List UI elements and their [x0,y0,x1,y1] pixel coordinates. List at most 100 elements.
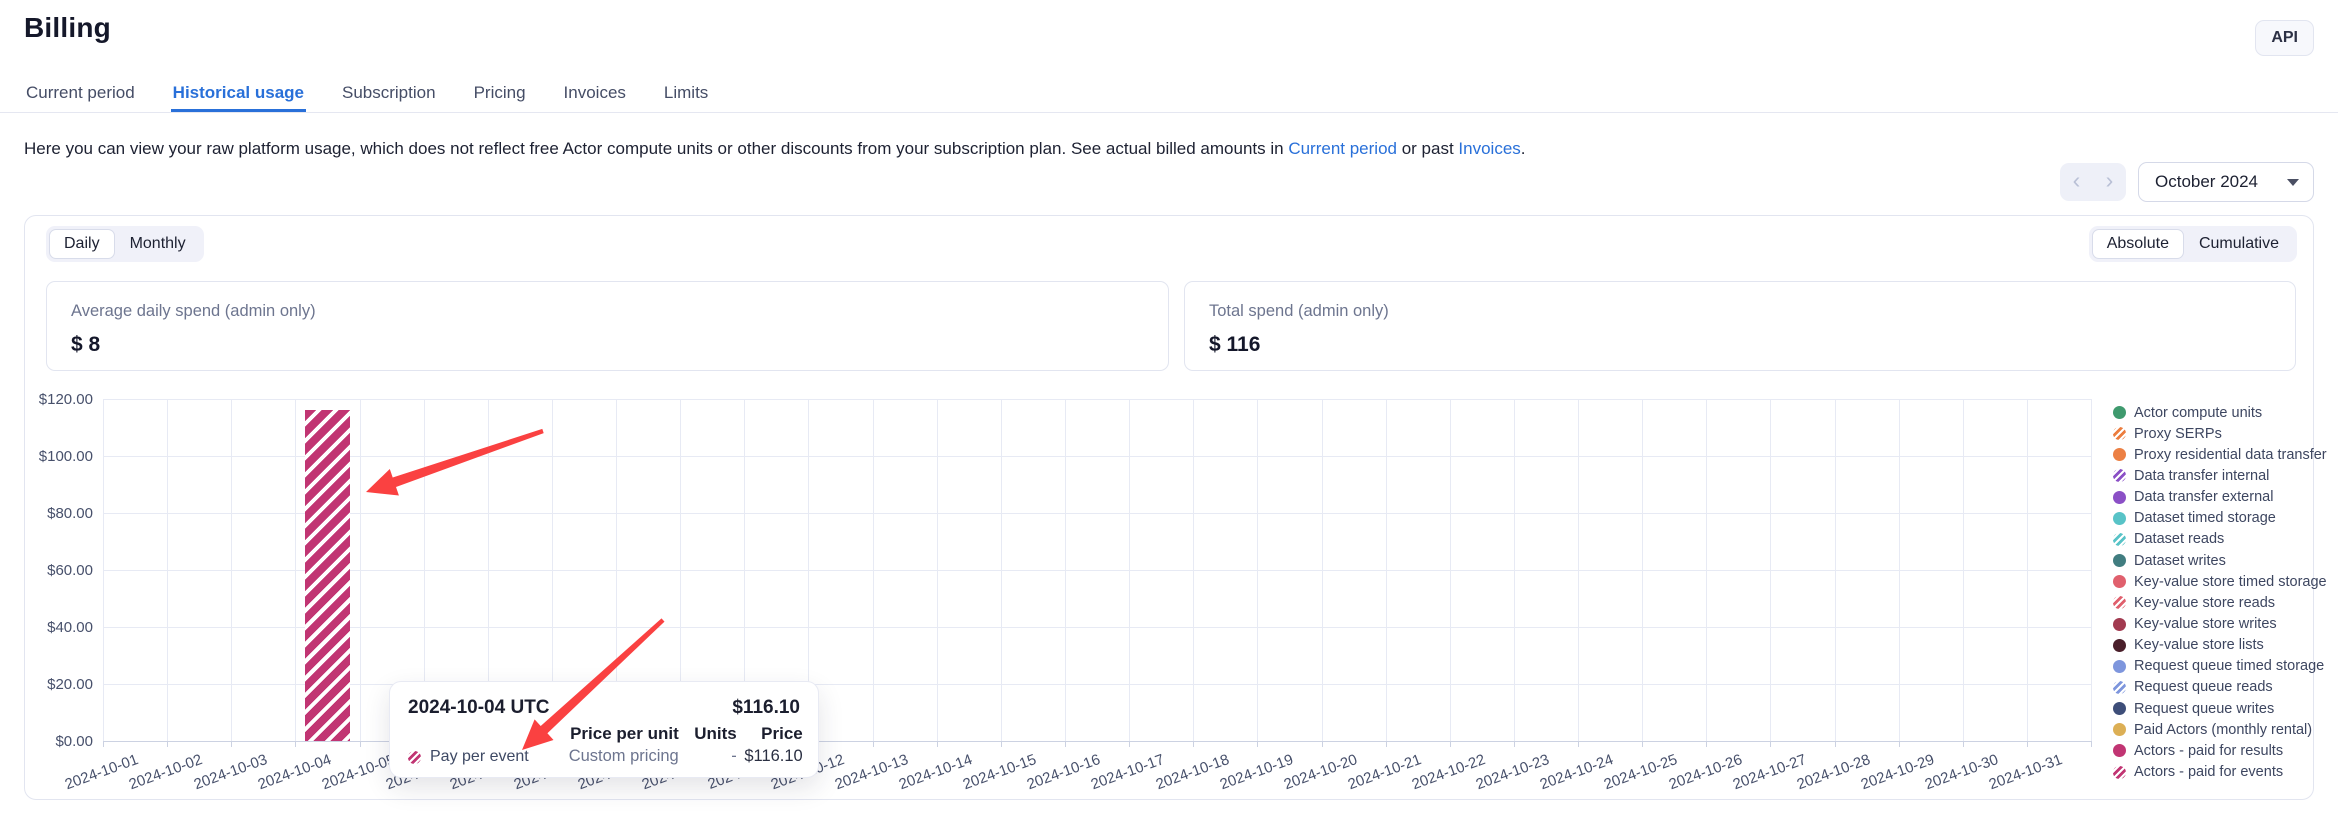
legend-swatch-icon [2113,575,2126,589]
legend-label: Proxy residential data transfer [2134,446,2327,463]
next-month-button[interactable]: › [2105,167,2114,193]
x-axis-tick [2026,741,2028,747]
legend-label: Data transfer external [2134,489,2274,506]
legend-item-actors-paid-for-events[interactable]: Actors - paid for events [2113,762,2283,783]
legend-swatch-icon [2113,638,2126,652]
tab-limits[interactable]: Limits [663,83,709,102]
x-axis-tick [1898,741,1900,747]
legend-label: Key-value store reads [2134,594,2276,611]
legend-swatch-icon [2113,511,2126,525]
tab-invoices[interactable]: Invoices [563,83,626,102]
stat-label: Total spend (admin only) [1209,302,1389,320]
legend-swatch-icon [2113,659,2126,673]
gridline-v [1770,399,1772,741]
series-swatch-icon [408,750,421,764]
gridline-v [423,399,425,741]
gridline-v [1449,399,1451,741]
x-axis-tick [1129,741,1131,747]
gridline-v [1834,399,1836,741]
x-axis-tick [1642,741,1644,747]
y-axis-label: $40.00 [47,619,93,636]
y-axis-label: $120.00 [38,391,93,408]
legend-item-paid-actors-monthly-rental[interactable]: Paid Actors (monthly rental) [2113,719,2312,740]
gridline-v [616,399,617,741]
legend-item-data-transfer-internal[interactable]: Data transfer internal [2113,465,2269,486]
gridline-v [2026,399,2028,741]
description-text: Here you can view your raw platform usag… [24,139,1289,158]
legend-label: Key-value store timed storage [2134,573,2327,590]
invoices-link[interactable]: Invoices [1458,139,1521,158]
toggle-cumulative[interactable]: Cumulative [2198,235,2279,252]
x-axis-tick [1962,741,1964,747]
legend-swatch-icon [2113,469,2126,483]
legend-item-request-queue-timed-storage[interactable]: Request queue timed storage [2113,656,2324,677]
legend-item-dataset-writes[interactable]: Dataset writes [2113,550,2226,571]
month-dropdown[interactable]: October 2024 [2138,162,2314,202]
gridline-v [1321,399,1323,741]
legend-swatch-icon [2113,490,2126,504]
x-axis-tick [1513,741,1515,747]
legend-label: Proxy SERPs [2134,425,2222,442]
legend-label: Actors - paid for events [2134,764,2284,780]
legend-item-dataset-timed-storage[interactable]: Dataset timed storage [2113,508,2276,529]
tooltip-price-per-unit: Custom pricing [568,747,679,765]
usage-description: Here you can view your raw platform usag… [24,139,1526,159]
legend-item-actor-compute-units[interactable]: Actor compute units [2113,402,2262,423]
tab-historical-usage[interactable]: Historical usage [170,74,306,112]
tooltip-column-header: Price [761,724,803,743]
legend-item-dataset-reads[interactable]: Dataset reads [2113,529,2224,550]
toggle-absolute[interactable]: Absolute [2091,229,2184,259]
stat-value: $ 8 [71,333,101,356]
gridline-v [872,399,874,741]
y-axis-label: $60.00 [47,562,93,579]
x-axis-tick [359,741,361,747]
tooltip-date: 2024-10-04 UTC [408,697,550,718]
x-axis-tick [1257,741,1259,747]
tooltip-table: Price per unit Units Price Pay per event Cus… [408,724,803,766]
legend-swatch-icon [2113,744,2126,758]
gridline-v [1706,399,1708,741]
x-axis-tick [1578,741,1579,747]
legend-label: Dataset writes [2134,552,2226,569]
tab-current-period[interactable]: Current period [26,83,135,102]
legend-label: Key-value store lists [2134,637,2264,654]
legend-item-key-value-store-lists[interactable]: Key-value store lists [2113,635,2264,656]
legend-item-key-value-store-timed-storage[interactable]: Key-value store timed storage [2113,571,2327,592]
y-axis-label: $100.00 [38,448,93,465]
x-axis-tick [2091,741,2092,747]
legend-item-proxy-serps[interactable]: Proxy SERPs [2113,423,2222,444]
gridline-h [103,684,2091,685]
legend-label: Paid Actors (monthly rental) [2134,721,2313,738]
legend-item-proxy-residential-data-transfer[interactable]: Proxy residential data transfer [2113,444,2327,465]
gridline-v [295,399,297,741]
legend-swatch-icon [2113,406,2126,419]
x-axis-tick [1000,741,1002,747]
chart-tooltip: 2024-10-04 UTC $116.10 Price per unit Uni… [389,681,819,778]
gridline-v [1193,399,1195,741]
gridline-h [103,456,2091,457]
legend-item-request-queue-reads[interactable]: Request queue reads [2113,677,2273,698]
description-text: . [1520,139,1526,158]
toggle-daily[interactable]: Daily [49,229,115,259]
legend-item-data-transfer-external[interactable]: Data transfer external [2113,487,2273,508]
tabs-bar: Current period Historical usage Subscripti… [0,74,2338,113]
previous-month-button[interactable]: ‹ [2072,167,2081,193]
legend-item-key-value-store-reads[interactable]: Key-value store reads [2113,592,2275,613]
bar-2024-10-04[interactable] [305,410,350,741]
x-axis-tick [103,741,104,747]
legend-item-key-value-store-writes[interactable]: Key-value store writes [2113,614,2277,635]
average-daily-spend-card: Average daily spend (admin only) $ 8 [46,281,1169,371]
toggle-monthly[interactable]: Monthly [129,235,186,252]
api-button[interactable]: API [2255,20,2314,56]
gridline-v [1513,399,1515,741]
tab-subscription[interactable]: Subscription [342,83,436,102]
stat-label: Average daily spend (admin only) [71,302,316,320]
legend-swatch-icon [2113,448,2126,462]
tab-pricing[interactable]: Pricing [473,83,526,102]
current-period-link[interactable]: Current period [1288,139,1397,158]
legend-item-actors-paid-for-results[interactable]: Actors - paid for results [2113,740,2283,761]
legend-item-request-queue-writes[interactable]: Request queue writes [2113,698,2274,719]
x-axis-tick [1064,741,1066,747]
x-axis-tick [1770,741,1772,747]
legend-swatch-icon [2113,702,2126,716]
